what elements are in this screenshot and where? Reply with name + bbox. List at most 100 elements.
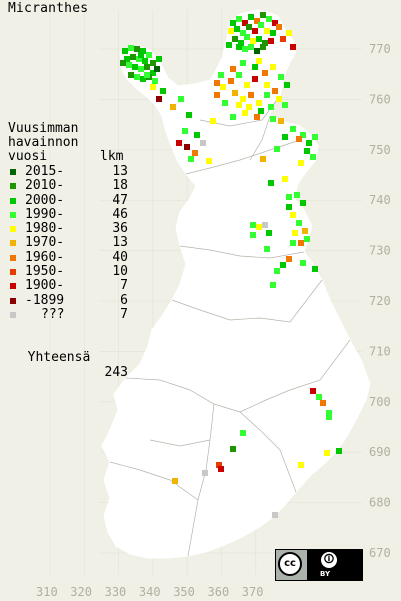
observation-square bbox=[186, 112, 192, 118]
observation-square bbox=[230, 446, 236, 452]
legend-count: 47 bbox=[112, 192, 128, 208]
observation-square bbox=[210, 118, 216, 124]
observation-square bbox=[256, 224, 262, 230]
legend-row: ??? 7 bbox=[8, 307, 128, 322]
observation-square bbox=[256, 100, 262, 106]
northing-label: 710 bbox=[369, 344, 391, 358]
province-borders bbox=[109, 95, 351, 557]
observation-square bbox=[140, 76, 146, 82]
legend-row: 1900- 7 bbox=[8, 279, 128, 293]
legend-rows: 2015- 13 2010- 18 2000- 47 1990- 46 1980- 36 1970-… bbox=[8, 165, 128, 322]
legend-label: 1970- bbox=[25, 235, 65, 251]
easting-label: 340 bbox=[139, 585, 161, 599]
observation-squares bbox=[120, 12, 342, 518]
observation-square bbox=[242, 110, 248, 116]
legend-swatch bbox=[10, 311, 16, 318]
observation-square bbox=[310, 154, 316, 160]
observation-square bbox=[146, 52, 152, 58]
legend-count: 46 bbox=[112, 206, 128, 222]
observation-square bbox=[286, 204, 292, 210]
observation-square bbox=[264, 82, 270, 88]
observation-square bbox=[236, 44, 242, 50]
observation-square bbox=[132, 64, 138, 70]
observation-square bbox=[290, 126, 296, 132]
observation-square bbox=[248, 92, 254, 98]
northing-label: 720 bbox=[369, 294, 391, 308]
legend-label: 2000- bbox=[25, 192, 65, 208]
legend-swatch bbox=[10, 197, 16, 204]
observation-square bbox=[222, 100, 228, 106]
legend-row: 1980- 36 bbox=[8, 222, 128, 236]
legend-label: -1899 bbox=[25, 292, 65, 308]
observation-square bbox=[232, 36, 238, 42]
legend-count-header: lkm bbox=[100, 149, 124, 164]
observation-square bbox=[286, 256, 292, 262]
legend-label: 1980- bbox=[25, 221, 65, 237]
legend-heading-line: havainnon bbox=[8, 135, 79, 150]
legend-count: 18 bbox=[112, 178, 128, 194]
legend-label: 1950- bbox=[25, 264, 65, 280]
legend-swatch bbox=[10, 283, 16, 290]
legend-row: 1970- 13 bbox=[8, 236, 128, 250]
observation-square bbox=[120, 60, 126, 66]
observation-square bbox=[176, 140, 182, 146]
observation-square bbox=[264, 246, 270, 252]
observation-square bbox=[290, 44, 296, 50]
observation-square bbox=[202, 470, 208, 476]
observation-square bbox=[214, 80, 220, 86]
cc-icon: cc bbox=[278, 552, 302, 576]
observation-square bbox=[144, 64, 150, 70]
observation-square bbox=[214, 92, 220, 98]
legend-swatch bbox=[10, 240, 16, 247]
observation-square bbox=[278, 118, 284, 124]
observation-square bbox=[260, 156, 266, 162]
legend-row: 1990- 46 bbox=[8, 206, 128, 222]
observation-square bbox=[316, 394, 322, 400]
observation-square bbox=[134, 74, 140, 80]
observation-square bbox=[250, 38, 256, 44]
observation-square bbox=[276, 96, 282, 102]
northing-label: 750 bbox=[369, 143, 391, 157]
observation-square bbox=[270, 116, 276, 122]
legend-count: 7 bbox=[120, 278, 128, 294]
observation-square bbox=[242, 20, 248, 26]
observation-square bbox=[266, 230, 272, 236]
observation-square bbox=[286, 194, 292, 200]
observation-square bbox=[130, 54, 136, 60]
observation-square bbox=[274, 146, 280, 152]
legend-swatch bbox=[10, 297, 16, 304]
observation-square bbox=[240, 60, 246, 66]
observation-square bbox=[232, 90, 238, 96]
legend-label: 2010- bbox=[25, 178, 65, 194]
legend-total: Yhteensä 243 bbox=[12, 335, 128, 380]
observation-square bbox=[282, 102, 288, 108]
legend-swatch bbox=[10, 183, 16, 190]
legend-label: 2015- bbox=[25, 164, 65, 179]
observation-square bbox=[124, 56, 130, 62]
observation-square bbox=[260, 44, 266, 50]
observation-square bbox=[126, 62, 132, 68]
observation-square bbox=[240, 30, 246, 36]
observation-square bbox=[134, 46, 140, 52]
easting-label: 320 bbox=[70, 585, 92, 599]
observation-square bbox=[230, 20, 236, 26]
legend-row: 2000- 47 bbox=[8, 192, 128, 208]
observation-square bbox=[230, 114, 236, 120]
observation-square bbox=[246, 24, 252, 30]
observation-square bbox=[336, 448, 342, 454]
cc-by-license-badge[interactable]: cc 🛈 BY bbox=[275, 549, 363, 581]
observation-square bbox=[218, 72, 224, 78]
observation-square bbox=[324, 450, 330, 456]
easting-label: 330 bbox=[105, 585, 127, 599]
observation-square bbox=[244, 82, 250, 88]
observation-square bbox=[154, 66, 160, 72]
observation-square bbox=[188, 156, 194, 162]
legend-label: 1990- bbox=[25, 206, 65, 222]
observation-square bbox=[172, 478, 178, 484]
observation-square bbox=[306, 140, 312, 146]
legend-swatch bbox=[10, 226, 16, 233]
easting-label: 370 bbox=[242, 585, 264, 599]
observation-square bbox=[184, 144, 190, 150]
northing-label: 680 bbox=[369, 496, 391, 510]
